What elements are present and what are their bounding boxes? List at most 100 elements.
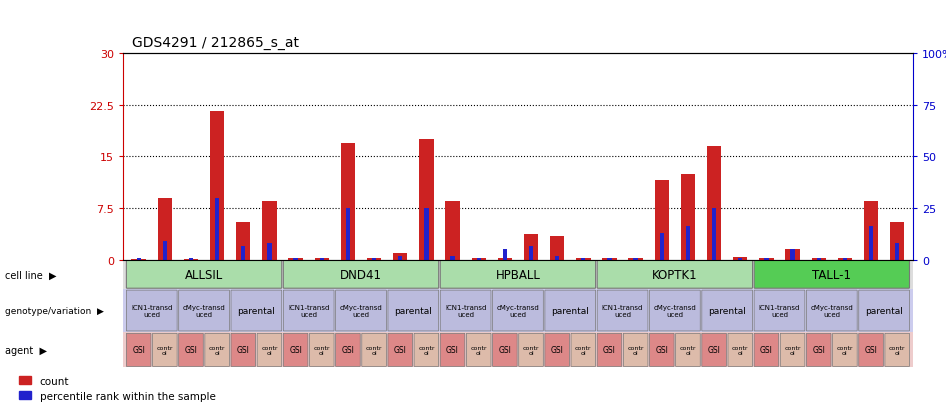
Bar bbox=[477, 258, 481, 260]
Text: ICN1-transd
uced: ICN1-transd uced bbox=[288, 304, 329, 317]
Bar bbox=[393, 253, 408, 260]
Text: GSI: GSI bbox=[184, 346, 198, 354]
FancyBboxPatch shape bbox=[702, 334, 727, 366]
FancyBboxPatch shape bbox=[179, 334, 203, 366]
FancyBboxPatch shape bbox=[388, 290, 439, 331]
Bar bbox=[686, 226, 690, 260]
Text: GSI: GSI bbox=[394, 346, 407, 354]
Text: genotype/variation  ▶: genotype/variation ▶ bbox=[5, 306, 104, 315]
Text: cMyc-transd
uced: cMyc-transd uced bbox=[811, 304, 853, 317]
FancyBboxPatch shape bbox=[493, 334, 517, 366]
Text: contr
ol: contr ol bbox=[679, 345, 696, 355]
Bar bbox=[843, 258, 847, 260]
Text: GSI: GSI bbox=[132, 346, 145, 354]
FancyBboxPatch shape bbox=[440, 290, 491, 331]
FancyBboxPatch shape bbox=[466, 334, 491, 366]
Text: parental: parental bbox=[709, 306, 746, 315]
Bar bbox=[738, 258, 743, 260]
Bar bbox=[346, 209, 350, 260]
Bar bbox=[529, 247, 534, 260]
FancyBboxPatch shape bbox=[127, 290, 177, 331]
FancyBboxPatch shape bbox=[231, 334, 255, 366]
Bar bbox=[367, 258, 381, 260]
FancyBboxPatch shape bbox=[205, 334, 230, 366]
Text: GSI: GSI bbox=[447, 346, 459, 354]
Text: contr
ol: contr ol bbox=[575, 345, 591, 355]
Bar bbox=[241, 247, 245, 260]
FancyBboxPatch shape bbox=[754, 290, 805, 331]
Text: contr
ol: contr ol bbox=[523, 345, 539, 355]
Bar bbox=[262, 202, 276, 260]
FancyBboxPatch shape bbox=[754, 261, 909, 289]
Text: GDS4291 / 212865_s_at: GDS4291 / 212865_s_at bbox=[132, 36, 300, 50]
Text: parental: parental bbox=[394, 306, 432, 315]
FancyBboxPatch shape bbox=[780, 334, 805, 366]
Bar bbox=[576, 259, 590, 260]
Bar bbox=[158, 198, 172, 260]
FancyBboxPatch shape bbox=[832, 334, 857, 366]
Bar bbox=[524, 234, 538, 260]
Text: contr
ol: contr ol bbox=[784, 345, 801, 355]
Bar bbox=[791, 250, 795, 260]
FancyBboxPatch shape bbox=[179, 290, 230, 331]
Text: GSI: GSI bbox=[342, 346, 355, 354]
FancyBboxPatch shape bbox=[806, 334, 831, 366]
FancyBboxPatch shape bbox=[231, 290, 282, 331]
Bar bbox=[372, 258, 377, 260]
FancyBboxPatch shape bbox=[754, 334, 779, 366]
Bar bbox=[450, 256, 455, 260]
FancyBboxPatch shape bbox=[859, 290, 909, 331]
Bar bbox=[816, 258, 821, 260]
Bar bbox=[868, 226, 873, 260]
Bar bbox=[184, 259, 198, 260]
Text: contr
ol: contr ol bbox=[418, 345, 434, 355]
Bar bbox=[189, 258, 193, 260]
Bar bbox=[603, 259, 617, 260]
Text: contr
ol: contr ol bbox=[261, 345, 278, 355]
Bar bbox=[550, 236, 565, 260]
Bar bbox=[733, 258, 747, 260]
FancyBboxPatch shape bbox=[571, 334, 596, 366]
Bar bbox=[890, 222, 904, 260]
Text: TALL-1: TALL-1 bbox=[813, 268, 851, 281]
FancyBboxPatch shape bbox=[806, 290, 857, 331]
Text: HPBALL: HPBALL bbox=[496, 268, 540, 281]
FancyBboxPatch shape bbox=[885, 334, 909, 366]
Bar bbox=[785, 250, 799, 260]
Bar bbox=[760, 259, 774, 260]
FancyBboxPatch shape bbox=[728, 334, 753, 366]
Text: GSI: GSI bbox=[603, 346, 616, 354]
Bar bbox=[398, 256, 402, 260]
Text: GSI: GSI bbox=[289, 346, 302, 354]
Text: contr
ol: contr ol bbox=[732, 345, 748, 355]
Bar bbox=[236, 222, 251, 260]
Bar bbox=[419, 140, 433, 260]
FancyBboxPatch shape bbox=[440, 261, 596, 289]
Bar bbox=[628, 258, 643, 260]
Text: contr
ol: contr ol bbox=[627, 345, 644, 355]
Text: KOPTK1: KOPTK1 bbox=[652, 268, 698, 281]
Text: GSI: GSI bbox=[708, 346, 721, 354]
FancyBboxPatch shape bbox=[388, 334, 412, 366]
Text: agent  ▶: agent ▶ bbox=[5, 345, 46, 355]
Text: GSI: GSI bbox=[656, 346, 668, 354]
Bar bbox=[502, 250, 507, 260]
Text: cMyc-transd
uced: cMyc-transd uced bbox=[654, 304, 696, 317]
Bar bbox=[341, 143, 355, 260]
Text: contr
ol: contr ol bbox=[366, 345, 382, 355]
Bar bbox=[471, 259, 486, 260]
Text: GSI: GSI bbox=[865, 346, 878, 354]
Text: DND41: DND41 bbox=[340, 268, 382, 281]
Bar bbox=[293, 258, 298, 260]
FancyBboxPatch shape bbox=[597, 290, 648, 331]
FancyBboxPatch shape bbox=[257, 334, 282, 366]
FancyBboxPatch shape bbox=[597, 334, 622, 366]
FancyBboxPatch shape bbox=[152, 334, 177, 366]
Bar bbox=[634, 258, 638, 260]
FancyBboxPatch shape bbox=[518, 334, 543, 366]
Text: contr
ol: contr ol bbox=[470, 345, 487, 355]
FancyBboxPatch shape bbox=[650, 290, 700, 331]
Text: GSI: GSI bbox=[551, 346, 564, 354]
FancyBboxPatch shape bbox=[545, 290, 596, 331]
Bar bbox=[268, 244, 272, 260]
